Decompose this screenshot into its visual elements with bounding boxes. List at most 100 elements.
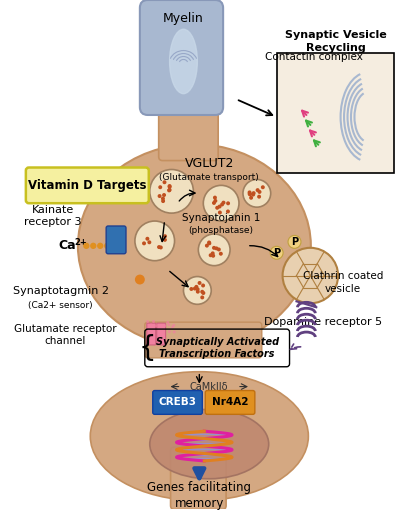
Circle shape bbox=[257, 195, 261, 199]
Circle shape bbox=[83, 243, 90, 249]
Circle shape bbox=[209, 253, 213, 257]
FancyBboxPatch shape bbox=[145, 322, 262, 358]
Text: Contactin complex: Contactin complex bbox=[265, 51, 363, 62]
Circle shape bbox=[163, 234, 167, 238]
Text: Synaptotagmin 2: Synaptotagmin 2 bbox=[12, 286, 108, 297]
Circle shape bbox=[135, 221, 174, 261]
Circle shape bbox=[248, 192, 252, 196]
Text: 2+: 2+ bbox=[74, 239, 87, 247]
Circle shape bbox=[252, 191, 256, 195]
Text: Dopamine receptor 5: Dopamine receptor 5 bbox=[264, 317, 382, 327]
Circle shape bbox=[256, 188, 260, 192]
Circle shape bbox=[147, 240, 151, 244]
Text: Synaptically Activated
Transcription Factors: Synaptically Activated Transcription Fac… bbox=[156, 337, 279, 359]
Circle shape bbox=[162, 193, 166, 197]
Circle shape bbox=[258, 190, 262, 194]
Circle shape bbox=[135, 274, 145, 285]
Ellipse shape bbox=[90, 372, 308, 501]
Circle shape bbox=[166, 321, 169, 324]
Text: VGLUT2: VGLUT2 bbox=[184, 157, 234, 170]
Circle shape bbox=[157, 245, 161, 249]
Circle shape bbox=[189, 287, 193, 291]
Circle shape bbox=[154, 324, 158, 327]
Text: Kainate
receptor 3: Kainate receptor 3 bbox=[24, 205, 81, 227]
Circle shape bbox=[158, 194, 162, 198]
Circle shape bbox=[198, 281, 202, 285]
Circle shape bbox=[219, 252, 223, 255]
Circle shape bbox=[217, 247, 221, 251]
Circle shape bbox=[146, 320, 149, 323]
Text: Vitamin D Targets: Vitamin D Targets bbox=[28, 179, 146, 192]
Circle shape bbox=[251, 192, 255, 196]
Circle shape bbox=[167, 188, 171, 192]
Text: CREB3: CREB3 bbox=[158, 398, 196, 407]
Circle shape bbox=[152, 330, 155, 333]
Circle shape bbox=[201, 291, 205, 295]
Circle shape bbox=[207, 241, 211, 245]
Ellipse shape bbox=[78, 144, 311, 347]
Text: (Ca2+ sensor): (Ca2+ sensor) bbox=[28, 301, 93, 310]
FancyBboxPatch shape bbox=[157, 323, 166, 345]
Circle shape bbox=[104, 243, 110, 249]
Circle shape bbox=[205, 244, 209, 248]
Text: (Glutamate transport): (Glutamate transport) bbox=[159, 173, 259, 182]
FancyBboxPatch shape bbox=[205, 390, 255, 415]
Text: P: P bbox=[291, 237, 298, 247]
FancyBboxPatch shape bbox=[147, 323, 156, 345]
Circle shape bbox=[163, 238, 167, 242]
FancyBboxPatch shape bbox=[277, 52, 394, 173]
Circle shape bbox=[196, 287, 200, 291]
FancyBboxPatch shape bbox=[106, 226, 126, 254]
Circle shape bbox=[261, 185, 265, 189]
Circle shape bbox=[226, 201, 230, 205]
Circle shape bbox=[158, 185, 162, 189]
Circle shape bbox=[213, 199, 217, 203]
Ellipse shape bbox=[150, 409, 269, 479]
Text: P: P bbox=[273, 248, 280, 258]
Circle shape bbox=[218, 210, 222, 214]
Circle shape bbox=[248, 192, 252, 196]
Circle shape bbox=[163, 324, 166, 327]
Text: Clathrin coated
vesicle: Clathrin coated vesicle bbox=[303, 271, 383, 294]
Circle shape bbox=[150, 323, 152, 326]
Circle shape bbox=[193, 287, 197, 290]
Circle shape bbox=[168, 188, 172, 192]
Text: Genes facilitating
memory: Genes facilitating memory bbox=[147, 481, 251, 510]
Text: Nr4A2: Nr4A2 bbox=[212, 398, 248, 407]
Circle shape bbox=[161, 199, 165, 203]
Ellipse shape bbox=[170, 29, 197, 94]
FancyBboxPatch shape bbox=[159, 101, 218, 161]
Circle shape bbox=[167, 323, 170, 326]
Text: {: { bbox=[139, 334, 157, 362]
Text: Ca: Ca bbox=[58, 240, 76, 252]
Circle shape bbox=[226, 209, 230, 213]
Circle shape bbox=[211, 251, 215, 255]
Circle shape bbox=[171, 325, 174, 328]
Circle shape bbox=[201, 284, 205, 287]
Circle shape bbox=[172, 324, 175, 327]
FancyBboxPatch shape bbox=[140, 0, 223, 115]
FancyBboxPatch shape bbox=[170, 447, 226, 509]
FancyBboxPatch shape bbox=[26, 168, 149, 203]
Text: Synaptojanin 1: Synaptojanin 1 bbox=[182, 213, 260, 223]
Circle shape bbox=[194, 285, 198, 289]
Circle shape bbox=[222, 201, 226, 205]
Circle shape bbox=[168, 330, 171, 333]
Circle shape bbox=[211, 254, 215, 258]
Text: Myelin: Myelin bbox=[163, 12, 204, 25]
Circle shape bbox=[212, 246, 216, 250]
Circle shape bbox=[152, 320, 155, 323]
Circle shape bbox=[213, 195, 217, 200]
Text: Glutamate receptor
channel: Glutamate receptor channel bbox=[14, 324, 117, 346]
Circle shape bbox=[220, 203, 224, 206]
Circle shape bbox=[142, 241, 146, 245]
Circle shape bbox=[200, 295, 204, 300]
Circle shape bbox=[249, 196, 253, 200]
Circle shape bbox=[212, 201, 216, 205]
Text: Synaptic Vesicle
Recycling: Synaptic Vesicle Recycling bbox=[285, 30, 387, 53]
Circle shape bbox=[162, 180, 166, 184]
FancyBboxPatch shape bbox=[153, 390, 202, 415]
Circle shape bbox=[168, 184, 172, 188]
Circle shape bbox=[168, 185, 172, 189]
Circle shape bbox=[200, 290, 204, 294]
